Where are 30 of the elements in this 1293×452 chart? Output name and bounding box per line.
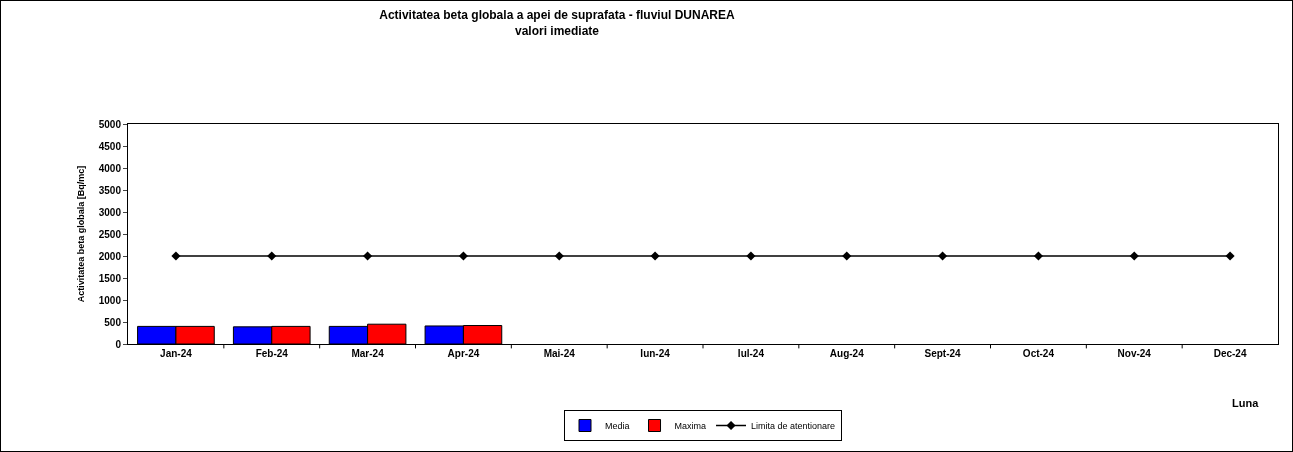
x-tick-label: Apr-24	[447, 348, 480, 359]
y-tick-label: 5000	[98, 118, 122, 130]
y-tick-label: 1000	[98, 294, 122, 306]
legend-label: Media	[605, 421, 630, 432]
x-tick-label: Feb-24	[255, 348, 289, 359]
y-tick-label: 3000	[98, 206, 122, 218]
y-tick-label: 500	[104, 316, 122, 328]
x-tick-label: Mar-24	[351, 348, 385, 359]
x-tick-label: Aug-24	[829, 348, 865, 359]
y-axis-title: Activitatea beta globala [Bq/mc]	[76, 165, 87, 303]
x-tick-label: Mai-24	[543, 348, 576, 359]
y-tick-label: 1500	[98, 272, 122, 284]
x-tick-label: Jan-24	[160, 348, 193, 359]
y-tick-label: 0	[115, 338, 122, 350]
x-axis-title: Luna	[1232, 397, 1260, 409]
chart-title: Activitatea beta globala a apei de suprafata - fluviul DUNAREA	[379, 8, 736, 23]
y-tick-label: 2000	[98, 250, 122, 262]
y-tick-label: 3500	[98, 184, 122, 196]
x-tick-label: Dec-24	[1213, 348, 1247, 359]
x-tick-label: Iul-24	[737, 348, 765, 359]
legend-label: Limita de atentionare	[751, 421, 836, 432]
x-tick-label: Oct-24	[1022, 348, 1055, 359]
y-tick-label: 4000	[98, 162, 122, 174]
chart-subtitle: valori imediate	[514, 23, 600, 38]
legend-label: Maxima	[674, 421, 707, 432]
y-tick-label: 4500	[98, 140, 122, 152]
y-tick-label: 2500	[98, 228, 122, 240]
x-tick-label: Sept-24	[924, 348, 962, 359]
x-tick-label: Iun-24	[640, 348, 671, 359]
x-tick-label: Nov-24	[1117, 348, 1152, 359]
